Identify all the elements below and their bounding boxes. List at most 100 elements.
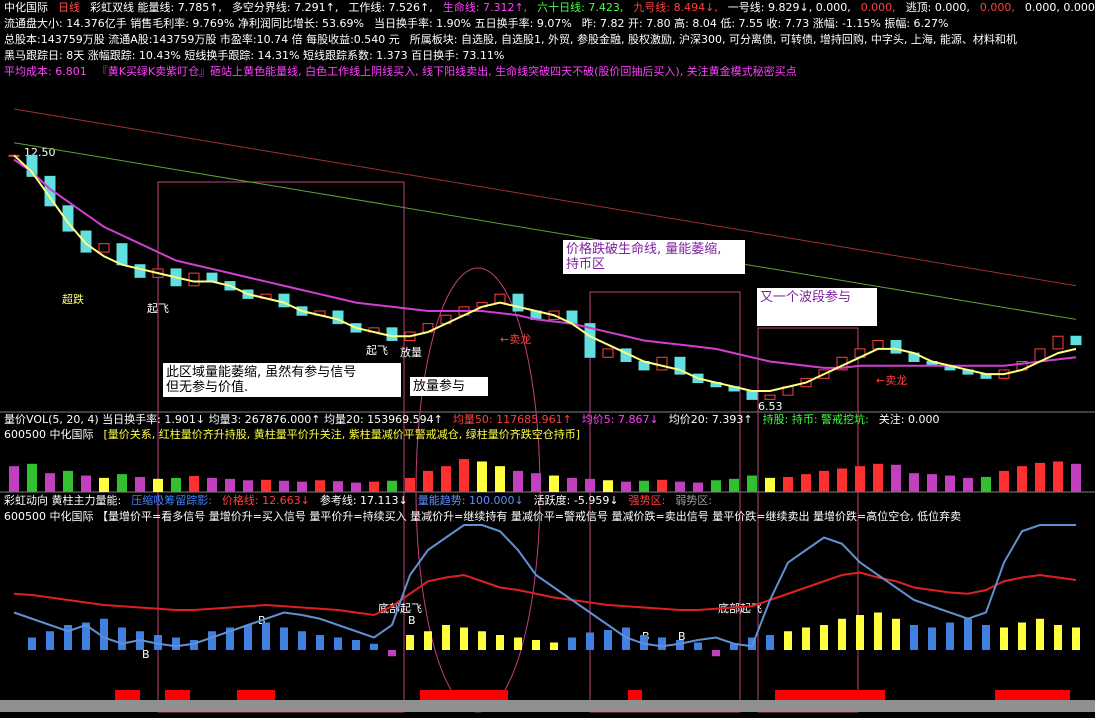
volume-bar xyxy=(711,480,721,492)
volume-bar xyxy=(873,463,883,492)
trend-bar xyxy=(532,640,540,650)
volume-bar xyxy=(819,470,829,492)
trend-line xyxy=(13,108,1077,287)
trend-bar xyxy=(100,618,108,650)
header-text: [量价关系, 红柱量价齐升持股, 黄柱量平价升关注, 紫柱量减价平警戒减仓, 绿… xyxy=(103,428,581,441)
header-text: 工作线: 7.526↑, xyxy=(348,1,433,14)
trend-bar xyxy=(550,642,558,650)
volume-bar xyxy=(9,466,19,492)
trend-bar xyxy=(334,637,342,650)
volume-bar xyxy=(189,476,199,492)
header-text: 量能趋势: 100.000↓ xyxy=(417,494,524,507)
price-label: 超跌 xyxy=(62,292,84,306)
header-text: 彩虹动向 黄柱主力量能: xyxy=(4,494,122,507)
volume-bar xyxy=(963,477,973,492)
volume-bar xyxy=(927,474,937,492)
volume-bar xyxy=(1053,461,1063,492)
trend-bar xyxy=(352,640,360,650)
trend-bar xyxy=(316,635,324,650)
price-label: 放量 xyxy=(400,345,422,359)
header-line: 600500 中化国际 [量价关系, 红柱量价齐升持股, 黄柱量平价升关注, 紫柱… xyxy=(4,428,590,442)
trend-bar xyxy=(946,622,954,650)
trend-bar xyxy=(280,627,288,650)
trend-bar xyxy=(838,618,846,650)
candle xyxy=(26,154,38,177)
trend-label: B xyxy=(142,648,150,661)
status-strip xyxy=(775,690,885,700)
header-text: 当日换手率: 1.90% 五日换手率: 9.07% xyxy=(373,17,572,30)
volume-bar xyxy=(783,476,793,492)
volume-bar xyxy=(153,478,163,492)
trend-bar xyxy=(730,643,738,650)
header-text: 所属板块: 自选股, 自选股1, 外贸, 参股金融, 股权激励, 沪深300, … xyxy=(409,33,1017,46)
trend-bar xyxy=(766,635,774,650)
trend-bar xyxy=(982,625,990,650)
trend-line xyxy=(13,524,1076,648)
candle xyxy=(62,205,74,232)
annotation-text: 放量参与 xyxy=(413,379,466,394)
header-text: 强势区: xyxy=(628,494,666,507)
trend-bar xyxy=(694,642,702,650)
header-line: 总股本:143759万股 流通A股:143759万股 市盈率:10.74 倍 每… xyxy=(4,33,1027,47)
candle xyxy=(764,394,776,400)
volume-bar xyxy=(369,481,379,492)
status-strip xyxy=(420,690,508,700)
header-line: 600500 中化国际 【量增价平=看多信号 量增价升=买入信号 量平价升=持续… xyxy=(4,510,971,524)
header-text: 量价VOL(5, 20, 4) 当日换手率: 1.901↓ 均量3: 26787… xyxy=(4,413,443,426)
trend-bar xyxy=(1054,625,1062,650)
trend-bar xyxy=(118,627,126,650)
volume-bar xyxy=(639,480,649,492)
trend-bar xyxy=(658,637,666,650)
volume-bar xyxy=(27,463,37,492)
annotation-text: 价格跌破生命线, 量能萎缩, xyxy=(566,242,722,257)
candle xyxy=(1070,335,1082,346)
candle xyxy=(890,339,902,354)
volume-bar xyxy=(423,470,433,492)
header-text: 平均成本: 6.801 xyxy=(4,65,87,78)
trend-bar xyxy=(802,627,810,650)
trend-bar xyxy=(208,631,216,650)
volume-bar xyxy=(747,475,757,492)
header-text: 600500 中化国际 xyxy=(4,428,94,441)
annotation: 此区域量能萎缩, 虽然有参与信号 但无参与价值. xyxy=(163,363,401,397)
status-strip xyxy=(0,700,1095,712)
candle xyxy=(512,293,524,312)
status-strip xyxy=(115,690,140,700)
candle xyxy=(602,348,614,358)
candle xyxy=(134,264,146,278)
volume-bar xyxy=(801,474,811,492)
volume-bar xyxy=(135,476,145,492)
candle xyxy=(674,356,686,375)
trend-bar xyxy=(388,650,396,657)
volume-bar xyxy=(891,464,901,492)
header-text: 均价5: 7.867↓ xyxy=(581,413,659,426)
trend-bar xyxy=(28,637,36,650)
volume-bar xyxy=(855,466,865,492)
header-text: 600500 中化国际 【量增价平=看多信号 量增价升=买入信号 量平价升=持续… xyxy=(4,510,962,523)
volume-bar xyxy=(495,466,505,492)
volume-bar xyxy=(621,481,631,492)
header-text: 逃顶: 0.000, xyxy=(905,1,970,14)
header-line: 流通盘大小: 14.376亿手 销售毛利率: 9.769% 净利润同比增长: 5… xyxy=(4,17,959,31)
header-text: 活跃度: -5.959↓ xyxy=(533,494,619,507)
volume-bar xyxy=(441,466,451,492)
volume-bar xyxy=(567,477,577,492)
trend-bar xyxy=(64,625,72,650)
candle xyxy=(206,272,218,283)
header-text: 持股: 持币: 警戒挖坑: xyxy=(762,413,869,426)
header-line: 量价VOL(5, 20, 4) 当日换手率: 1.901↓ 均量3: 26787… xyxy=(4,413,949,427)
volume-bar xyxy=(459,459,469,492)
trend-bar xyxy=(460,627,468,650)
volume-bar xyxy=(261,479,271,492)
candle xyxy=(98,243,110,253)
trend-bar xyxy=(172,637,180,650)
annotation-text: 持币区 xyxy=(566,257,606,272)
annotation-text: 但无参与价值. xyxy=(166,380,249,395)
trend-bar xyxy=(820,625,828,650)
price-line xyxy=(13,158,1077,369)
annotation-text: 此区域量能萎缩, 虽然有参与信号 xyxy=(166,365,357,380)
volume-bar xyxy=(387,480,397,492)
header-text: 生命线: 7.312↑, xyxy=(442,1,528,14)
trend-line xyxy=(13,571,1077,617)
trend-bar xyxy=(262,622,270,650)
